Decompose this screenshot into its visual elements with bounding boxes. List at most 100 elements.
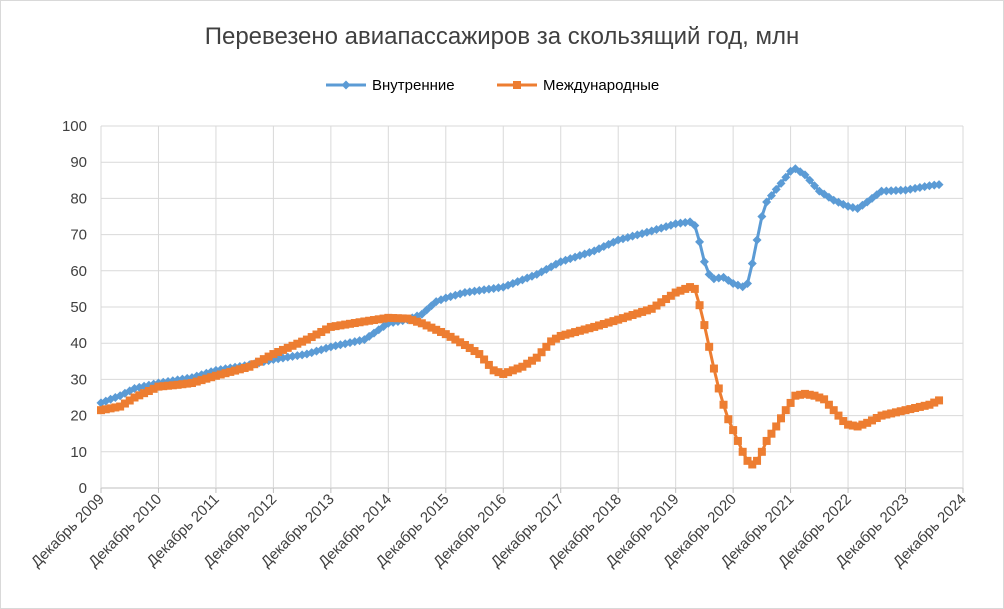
data-point-marker — [360, 317, 369, 326]
data-point-marker — [848, 421, 857, 430]
data-point-marker — [336, 321, 345, 330]
data-point-marker — [633, 309, 642, 318]
data-point-marker — [891, 186, 901, 196]
data-point-marker — [465, 344, 474, 353]
data-point-marker — [686, 283, 695, 292]
data-point-marker — [882, 410, 891, 419]
data-point-marker — [331, 322, 340, 331]
data-point-marker — [810, 181, 820, 191]
y-tick-label: 80 — [70, 190, 87, 207]
data-point-marker — [288, 341, 297, 350]
data-point-marker — [513, 364, 522, 373]
data-point-marker — [456, 338, 465, 347]
y-tick-label: 10 — [70, 444, 87, 461]
data-point-marker — [911, 403, 920, 412]
data-point-marker — [417, 319, 426, 328]
series-group — [96, 164, 944, 469]
y-tick-label: 0 — [79, 480, 87, 497]
data-point-marker — [820, 395, 829, 404]
data-point-marker — [389, 314, 398, 323]
data-point-marker — [695, 237, 705, 247]
data-point-marker — [187, 379, 196, 388]
data-point-marker — [154, 382, 163, 391]
data-point-marker — [240, 364, 249, 373]
data-point-marker — [489, 366, 498, 375]
data-point-marker — [791, 391, 800, 400]
data-point-marker — [202, 374, 211, 383]
data-point-marker — [149, 384, 158, 393]
data-point-marker — [302, 335, 311, 344]
data-point-marker — [384, 313, 393, 322]
data-point-marker — [393, 314, 402, 323]
data-point-marker — [662, 295, 671, 304]
data-point-marker — [623, 312, 632, 321]
data-point-marker — [762, 197, 772, 207]
data-point-marker — [834, 411, 843, 420]
data-point-marker — [379, 314, 388, 323]
data-point-marker — [475, 350, 484, 359]
y-tick-label: 60 — [70, 263, 87, 280]
data-point-marker — [120, 388, 130, 398]
data-point-marker — [426, 301, 436, 311]
y-axis-ticks: 0 10 20 30 40 50 60 70 80 90 100 — [62, 118, 87, 497]
data-point-marker — [714, 384, 723, 393]
data-point-marker — [757, 447, 766, 456]
data-point-marker — [628, 311, 637, 320]
data-point-marker — [757, 212, 767, 221]
data-point-marker — [891, 408, 900, 417]
data-point-marker — [432, 325, 441, 334]
data-point-marker — [676, 286, 685, 295]
data-point-marker — [441, 330, 450, 339]
data-point-marker — [666, 291, 675, 300]
data-point-marker — [762, 436, 771, 445]
data-point-marker — [638, 307, 647, 316]
y-tick-label: 20 — [70, 408, 87, 425]
data-point-marker — [863, 418, 872, 427]
data-point-marker — [844, 420, 853, 429]
data-point-marker — [824, 400, 833, 409]
data-point-marker — [585, 324, 594, 333]
data-point-marker — [595, 321, 604, 330]
data-point-marker — [556, 331, 565, 340]
data-point-marker — [527, 356, 536, 365]
data-point-marker — [657, 298, 666, 307]
data-point-marker — [690, 221, 700, 231]
data-point-marker — [427, 323, 436, 332]
data-point-marker — [719, 400, 728, 409]
data-point-marker — [144, 386, 153, 395]
data-point-marker — [460, 341, 469, 350]
data-point-marker — [724, 415, 733, 424]
data-point-marker — [547, 337, 556, 346]
y-tick-label: 50 — [70, 299, 87, 316]
data-point-marker — [930, 398, 939, 407]
data-point-marker — [652, 301, 661, 310]
data-point-marker — [771, 184, 781, 194]
data-point-marker — [508, 366, 517, 375]
data-point-marker — [111, 403, 120, 412]
data-point-marker — [829, 406, 838, 415]
chart-title: Перевезено авиапассажиров за скользящий … — [205, 23, 800, 50]
data-point-marker — [125, 396, 134, 405]
data-point-marker — [283, 343, 292, 352]
y-tick-label: 30 — [70, 371, 87, 388]
gridlines — [100, 125, 964, 493]
data-point-marker — [580, 325, 589, 334]
data-point-marker — [523, 359, 532, 368]
data-point-marker — [513, 81, 521, 89]
data-point-marker — [264, 352, 273, 361]
data-point-marker — [226, 367, 235, 376]
data-point-marker — [207, 373, 216, 382]
data-point-marker — [743, 278, 752, 288]
data-point-marker — [278, 345, 287, 354]
data-point-marker — [298, 337, 307, 346]
data-point-marker — [781, 172, 791, 182]
data-point-marker — [322, 325, 331, 334]
data-point-marker — [542, 342, 551, 351]
data-point-marker — [326, 322, 335, 331]
data-point-marker — [699, 257, 709, 267]
data-point-marker — [504, 368, 513, 377]
data-point-marker — [470, 347, 479, 356]
legend: Внутренние Международные — [326, 77, 659, 94]
data-point-marker — [97, 406, 105, 415]
y-tick-label: 90 — [70, 154, 87, 171]
